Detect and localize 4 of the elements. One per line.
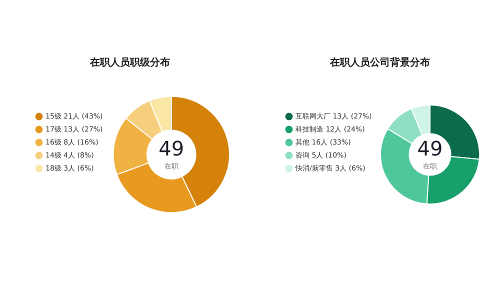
chart-title: 在职人员职级分布	[89, 56, 170, 69]
text: 49	[417, 136, 443, 161]
chart-title: 在职人员公司背景分布	[329, 56, 430, 69]
text: 49	[158, 136, 184, 161]
